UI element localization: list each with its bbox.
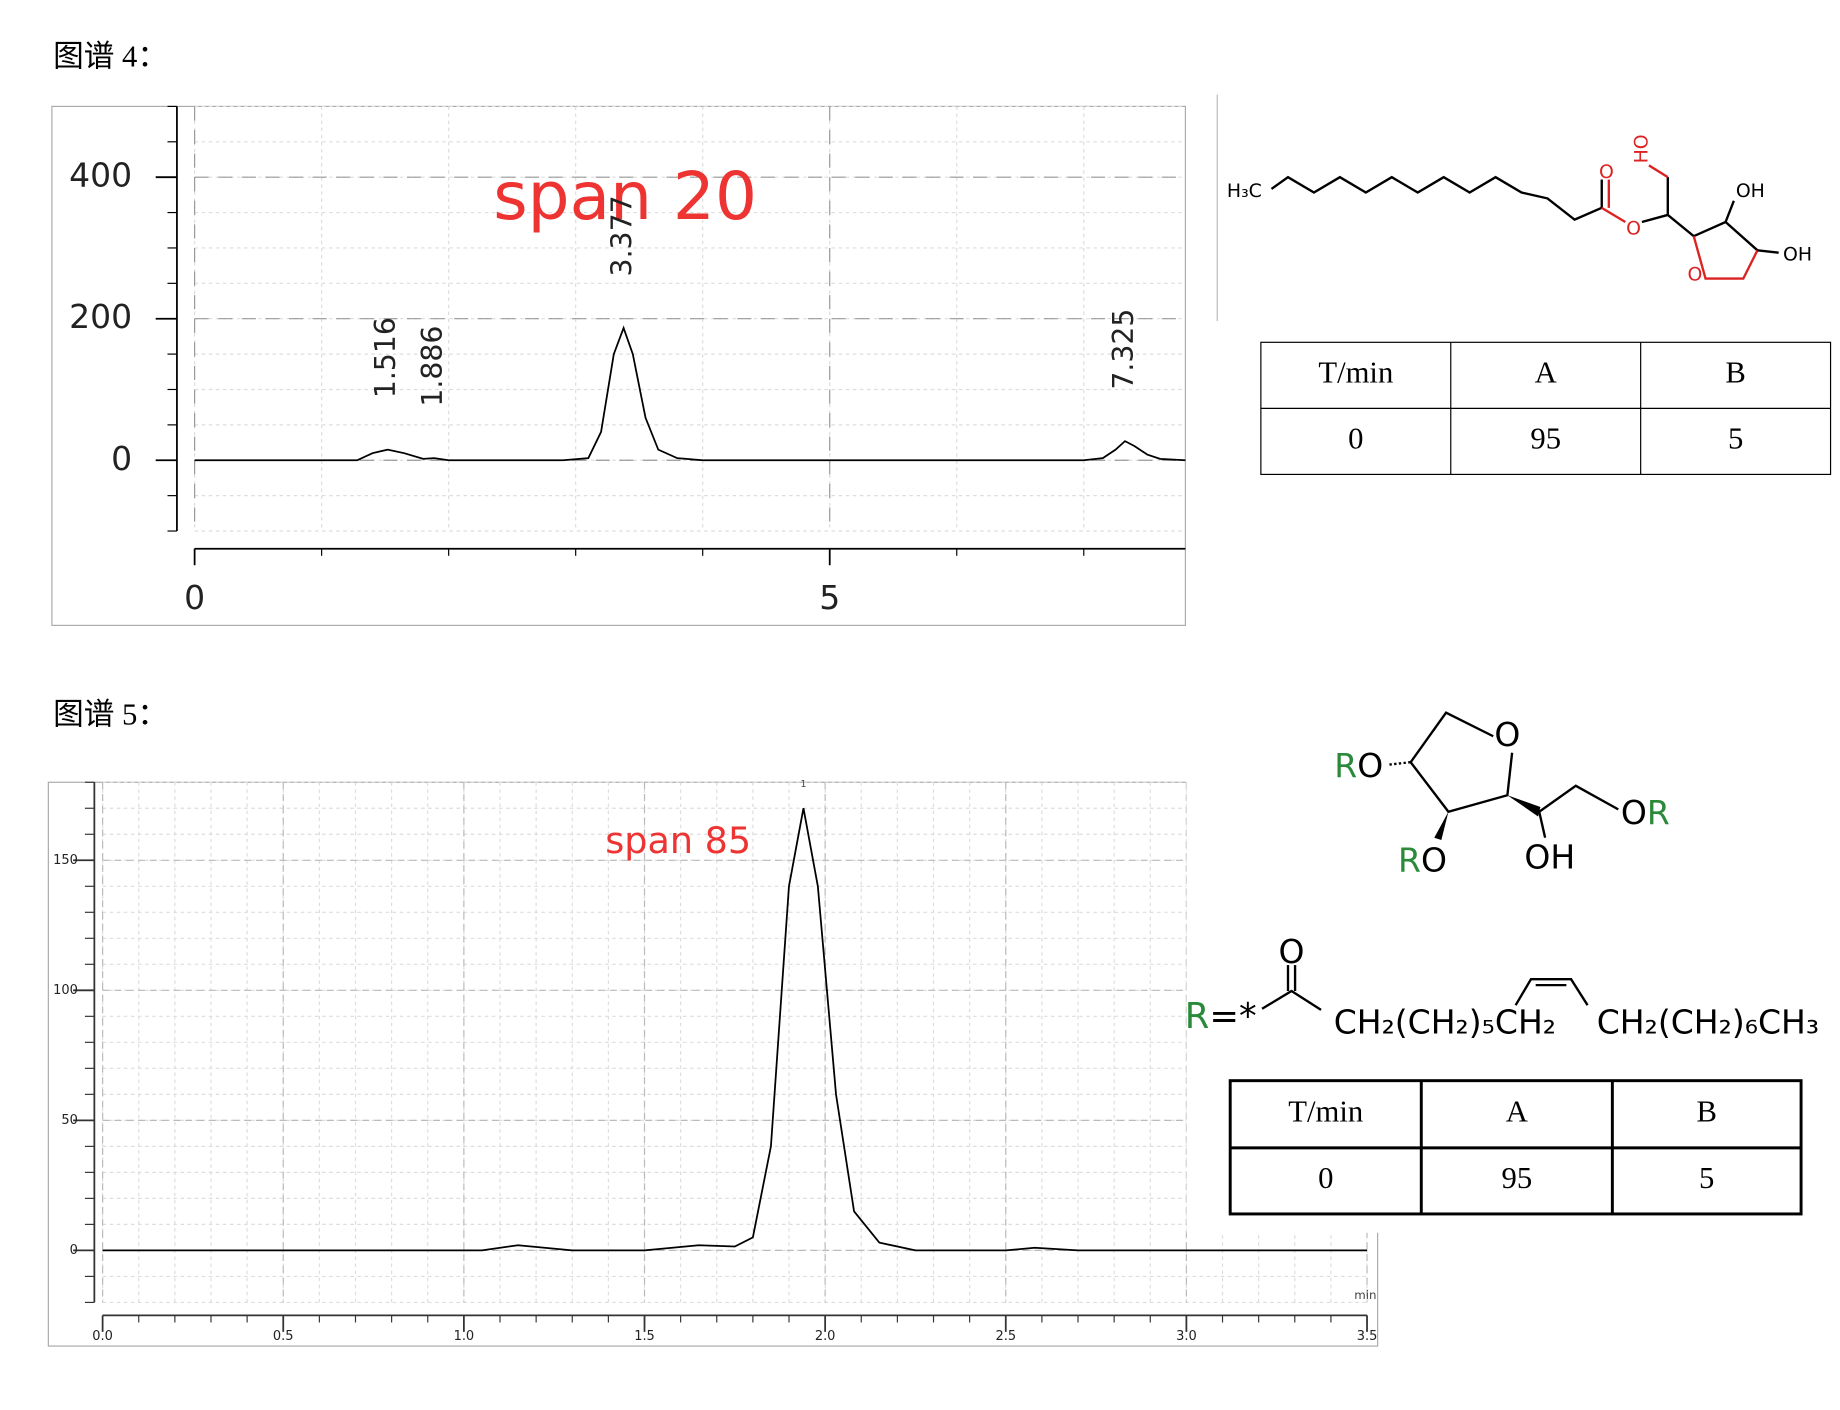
x-tick-label: 2.0: [815, 1329, 836, 1344]
charts: 0 200 400 0 5 span 20 1.516 1.886 3.377 7.325 0 50 1…: [47, 105, 1379, 1347]
bond: [1538, 784, 1619, 813]
bond: [1667, 214, 1759, 252]
table-header: A: [1535, 355, 1557, 389]
peak-label: 7.325: [1107, 309, 1140, 390]
atom-label: O: [1494, 715, 1520, 754]
atom-label: O: [1626, 218, 1641, 240]
x-tick-label: 3.5: [1357, 1329, 1378, 1344]
y-tick-label: 0: [70, 1243, 78, 1258]
x-tick-label: 1.0: [454, 1329, 475, 1344]
atom-label: RO: [1398, 840, 1447, 879]
y-tick-label: 50: [61, 1113, 78, 1128]
table-cell: 5: [1728, 421, 1743, 455]
table-header: A: [1506, 1094, 1528, 1128]
x-tick-label: 1.5: [634, 1329, 655, 1344]
table-cell: 95: [1530, 421, 1561, 455]
atom-label: OH: [1524, 837, 1575, 876]
atom-label: O: [1687, 264, 1702, 286]
atom-label: O: [1279, 932, 1305, 971]
x-tick-label: 5: [819, 578, 840, 617]
atom-label: R=*: [1185, 996, 1257, 1037]
y-tick-label: 200: [69, 297, 132, 336]
annotation: span 20: [493, 158, 757, 235]
trace: [102, 808, 1368, 1252]
chart-frame: [51, 105, 1186, 626]
wedge: [1507, 795, 1541, 817]
bond: [1389, 761, 1411, 766]
bond: [1648, 164, 1669, 179]
x-tick-label: 0.0: [92, 1329, 113, 1344]
atom-label: CH₂(CH₂)₅CH₂: [1334, 1003, 1556, 1042]
trace: [194, 325, 1186, 462]
heading: 图谱 5：: [53, 697, 168, 731]
bond: [1270, 175, 1603, 222]
bond: [1538, 811, 1547, 838]
bond: [1641, 177, 1669, 224]
table-header: T/min: [1318, 355, 1393, 389]
table-cell: 0: [1318, 1161, 1333, 1195]
chart-frame: [47, 781, 1379, 1347]
chart: 0 50 100 150 0.0 0.5 1.0 1.5 2.0 2.5 3.0 3.5 span 85…: [47, 779, 1379, 1347]
y-tick-label: 0: [111, 439, 132, 478]
x-tick-label: 0.5: [273, 1329, 294, 1344]
atom-label: HO: [1630, 134, 1652, 163]
x-tick-label: 3.0: [1176, 1329, 1197, 1344]
bond: [1409, 711, 1514, 814]
bond: [1757, 249, 1779, 254]
structures: T/min A B0 95 5T/min A B0 95 5H₃COOHOOHOHOROOORR…: [1185, 94, 1840, 1233]
y-tick-label: 100: [53, 983, 78, 998]
y-tick-label: 400: [69, 156, 132, 195]
atom-label: OH: [1783, 244, 1812, 266]
table-header: T/min: [1288, 1094, 1363, 1128]
bond: [1601, 206, 1626, 224]
atom-label: CH₂(CH₂)₆CH₃: [1597, 1003, 1819, 1042]
atom-label: O: [1599, 161, 1614, 183]
table-header: B: [1725, 355, 1745, 389]
peak-label: 1: [800, 779, 806, 790]
bond: [1261, 989, 1322, 1011]
table-cell: 5: [1699, 1161, 1714, 1195]
table-header: B: [1696, 1094, 1716, 1128]
y-tick-label: 150: [53, 853, 78, 868]
peak-label: 3.377: [606, 195, 639, 276]
atom-label: H₃C: [1227, 180, 1262, 202]
wedge: [1434, 811, 1449, 841]
x-tick-label: 2.5: [995, 1329, 1016, 1344]
table-cell: 95: [1501, 1161, 1532, 1195]
peak-label: 1.516: [369, 317, 402, 398]
atom-label: OR: [1621, 793, 1670, 832]
x-tick-label: 0: [184, 578, 205, 617]
chart: 0 200 400 0 5 span 20 1.516 1.886 3.377 7.325: [51, 105, 1186, 626]
table: T/min A B 0 95 5: [1260, 341, 1832, 476]
heading: 图谱 4：: [53, 39, 168, 73]
x-unit: min: [1354, 1288, 1376, 1302]
table-cell: 0: [1348, 421, 1363, 455]
peak-label: 1.886: [416, 326, 449, 407]
bond: [1724, 200, 1735, 223]
bond: [1514, 978, 1589, 1006]
atom-label: OH: [1736, 180, 1765, 202]
bond: [1692, 235, 1759, 280]
annotation: span 85: [605, 819, 751, 862]
table: T/min A B 0 95 5: [1228, 1079, 1803, 1216]
atom-label: RO: [1334, 745, 1383, 784]
